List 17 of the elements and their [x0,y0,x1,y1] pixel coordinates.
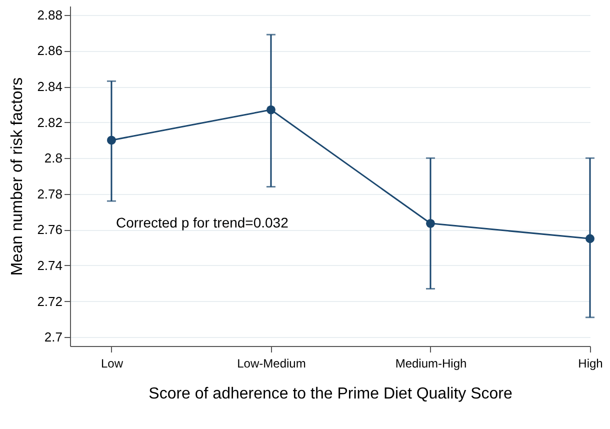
y-tick-label: 2.76 [37,222,62,238]
y-axis-title: Mean number of risk factors [9,77,26,276]
y-tick-label: 2.72 [37,294,62,309]
x-tick-label: Low-Medium [237,356,306,370]
x-tick-label: Medium-High [395,356,467,370]
x-axis-title: Score of adherence to the Prime Diet Quality Score [148,386,512,402]
x-tick-label: High [578,356,603,370]
y-tick-label: 2.86 [37,43,62,58]
y-tick-label: 2.88 [37,7,62,22]
y-tick-label: 2.74 [37,258,62,273]
x-tick-label: Low [100,356,124,370]
y-tick-label: 2.78 [37,186,62,202]
y-tick-label: 2.82 [37,114,62,130]
y-tick-label: 2.7 [44,330,62,345]
annotation: Corrected p for trend=0.032 [116,214,289,231]
y-tick-label: 2.84 [37,79,62,94]
y-tick-label: 2.8 [44,150,62,166]
